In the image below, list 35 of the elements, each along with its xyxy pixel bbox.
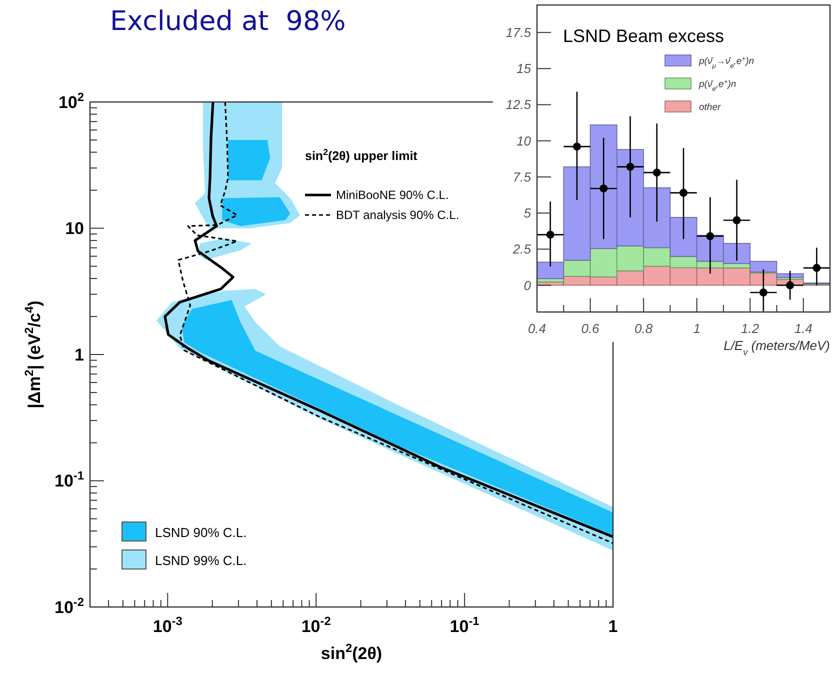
y-tick-label: 10$^{2}$ [58,90,84,112]
y-tick-label: 5 [524,206,532,221]
legend-label: other [699,102,722,113]
chart-title: Excluded at 98% [110,6,346,37]
x-tick-label: 1 [608,617,618,636]
x-tick-label: 1.2 [741,321,760,336]
x-tick-label: 10$^{-2}$ [301,614,332,636]
y-tick-label: 10 [65,219,84,238]
legend-label: p(ν̄$_{e}$,e$^{+}$)n [698,78,736,92]
y-tick-label: 7.5 [512,169,532,184]
legend-label: MiniBooNE 90% C.L. [336,188,449,202]
legend-label: p(ν̄$_{μ}$→ν̄$_{e}$,e$^{+}$)n [698,56,754,70]
legend-label: BDT analysis 90% C.L. [336,208,460,222]
y-tick-label: 15 [516,61,532,76]
y-tick-label: 10 [516,133,532,148]
legend-label: LSND 90% C.L. [155,525,247,540]
y-tick-label: 2.5 [512,242,532,257]
x-tick-label: 10$^{-1}$ [450,614,480,636]
x-tick-label: 10$^{-3}$ [152,614,183,636]
x-tick-label: 1.4 [794,321,812,336]
x-axis-title: sin$^{2}$(2θ) [320,641,382,663]
y-tick-label: 10$^{-2}$ [54,594,84,617]
x-tick-label: 0.4 [528,321,546,336]
x-tick-label: 0.6 [581,321,600,336]
text: LSND Beam excess [563,26,724,46]
legend-title: sin$^{2}$(2θ) upper limit [305,147,418,163]
x-axis-title: L/E$_{ν}$ (meters/MeV) [724,338,830,357]
y-tick-label: 12.5 [506,97,532,112]
x-tick-label: 0.8 [634,321,654,336]
y-tick-label: 17.5 [506,25,532,40]
y-tick-label: 10$^{-1}$ [54,468,84,491]
legend-label: LSND 99% C.L. [155,553,247,568]
y-tick-label: 0 [524,278,532,293]
x-tick-label: 1 [693,321,700,336]
y-tick-label: 1 [74,345,84,364]
